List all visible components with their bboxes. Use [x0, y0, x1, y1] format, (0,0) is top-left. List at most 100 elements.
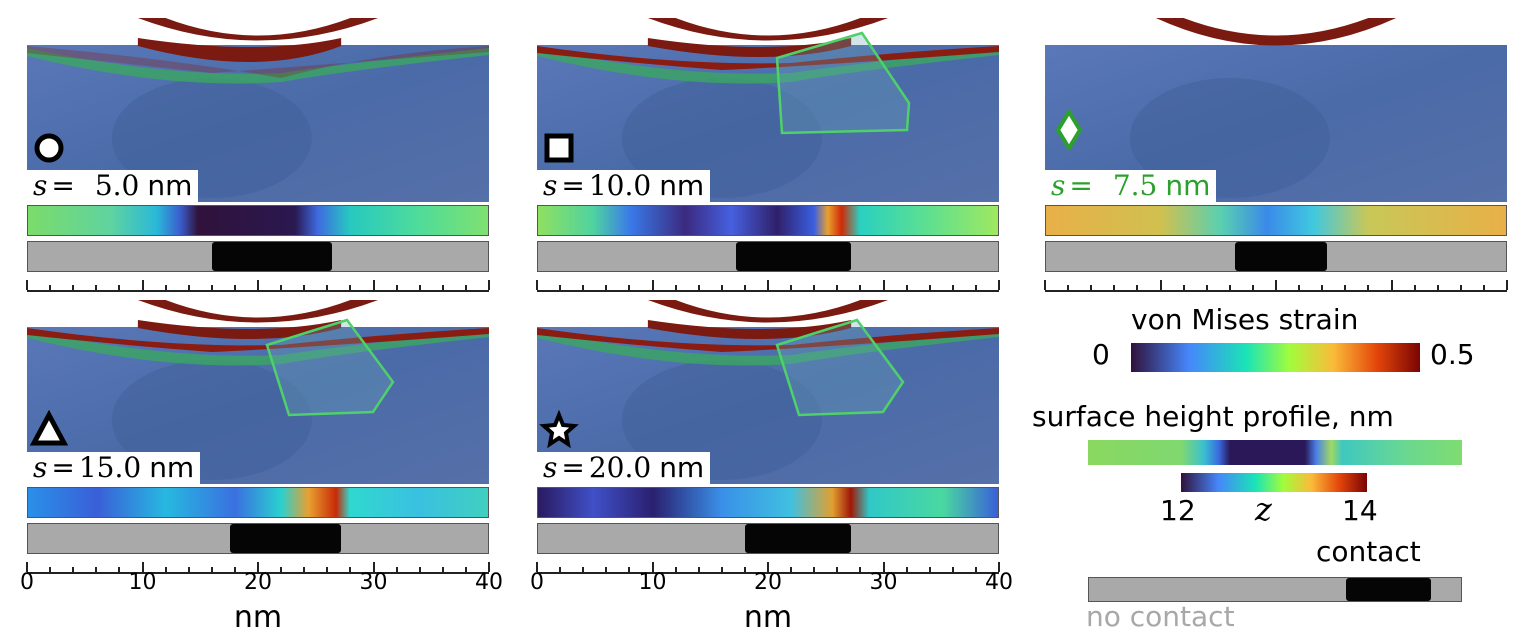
x-tick: [767, 562, 769, 572]
x-tick: [813, 285, 816, 290]
x-tick-label: 30: [869, 570, 898, 595]
indenter-tip: [647, 300, 889, 323]
step-variable: s: [33, 169, 48, 202]
contact-region: [735, 242, 851, 271]
x-tick-label: 10: [128, 570, 157, 595]
x-tick: [1321, 285, 1324, 290]
x-tick: [697, 567, 700, 572]
x-tick: [1228, 285, 1231, 290]
strain-shadow: [621, 78, 822, 198]
x-tick: [326, 567, 329, 572]
step-equals: =: [1069, 169, 1093, 202]
x-tick: [605, 285, 608, 290]
x-tick: [233, 285, 236, 290]
strain-profile-bar: [1045, 205, 1507, 236]
strain-colorbar-max: 0.5: [1430, 338, 1475, 371]
height-colorbar-variable: z: [1255, 490, 1272, 528]
x-tick: [1159, 280, 1162, 290]
x-tick: [559, 567, 562, 572]
x-tick: [303, 567, 306, 572]
x-tick: [72, 285, 75, 290]
step-value: 15.0: [78, 451, 142, 484]
x-tick: [187, 285, 190, 290]
x-tick: [1090, 285, 1093, 290]
x-tick: [605, 567, 608, 572]
x-tick: [536, 280, 538, 290]
x-tick: [743, 285, 746, 290]
x-tick: [1367, 285, 1370, 290]
step-value: 20.0: [588, 451, 652, 484]
x-tick: [488, 280, 490, 290]
x-tick: [651, 562, 654, 572]
x-tick: [951, 567, 954, 572]
x-tick: [720, 285, 723, 290]
x-tick: [418, 285, 421, 290]
x-tick-label: 40: [985, 570, 1013, 595]
x-tick-label: 10: [638, 570, 667, 595]
x-tick: [582, 567, 585, 572]
x-tick: [998, 280, 1000, 290]
wear-debris: [27, 46, 489, 78]
panel: s = 10.0 nm: [536, 18, 1000, 298]
x-tick-label: 30: [359, 570, 388, 595]
step-value: 7.5: [1112, 169, 1158, 202]
x-tick: [674, 285, 677, 290]
strain-colorbar-min: 0: [1092, 338, 1110, 371]
strained-surface: [27, 48, 489, 84]
strain-shadow: [111, 78, 312, 198]
x-axis-label: nm: [743, 600, 793, 635]
step-value: 5.0: [94, 169, 140, 202]
x-axis: [26, 562, 490, 574]
strain-shadow: [111, 360, 312, 480]
x-tick: [1390, 280, 1393, 290]
step-unit: nm: [147, 169, 193, 202]
x-tick: [628, 567, 631, 572]
square-marker-icon: [544, 133, 574, 163]
step-variable: s: [543, 451, 558, 484]
height-colorbar-min: 12: [1160, 494, 1196, 527]
x-tick: [1413, 285, 1416, 290]
wear-debris: [537, 46, 999, 70]
step-label: s = 10.0 nm: [537, 169, 711, 202]
strain-profile-bar: [537, 205, 999, 236]
panel: s = 15.0 nm 0 10 20 30 40 nm: [20, 300, 503, 635]
height-unit-text: , nm: [1330, 400, 1394, 433]
step-label: s = 20.0 nm: [537, 451, 711, 484]
x-tick: [326, 285, 329, 290]
x-tick: [233, 567, 236, 572]
x-tick: [464, 285, 467, 290]
x-tick: [257, 280, 259, 290]
circle-marker-icon: [34, 133, 64, 163]
x-tick: [187, 567, 190, 572]
step-equals: =: [561, 169, 585, 202]
x-tick: [303, 285, 306, 290]
contact-region: [1234, 242, 1327, 271]
x-tick: [697, 285, 700, 290]
x-tick: [488, 562, 490, 572]
x-tick: [951, 285, 954, 290]
x-tick: [1459, 285, 1462, 290]
x-tick: [836, 285, 839, 290]
x-tick: [1482, 285, 1485, 290]
x-tick-label: 0: [20, 570, 34, 595]
x-tick: [790, 567, 793, 572]
x-tick: [95, 285, 98, 290]
no-contact-legend-label: no contact: [1086, 600, 1235, 633]
x-tick: [95, 567, 98, 572]
x-tick: [464, 567, 467, 572]
contact-legend-bar: [1088, 577, 1462, 602]
x-tick: [974, 567, 977, 572]
x-tick: [674, 567, 677, 572]
wear-debris: [537, 328, 999, 352]
step-label: s = 7.5 nm: [1045, 169, 1217, 202]
x-tick: [372, 280, 375, 290]
contact-map-bar: [27, 241, 489, 272]
x-tick: [26, 280, 28, 290]
step-unit: nm: [1165, 169, 1211, 202]
x-tick: [743, 567, 746, 572]
x-tick: [49, 567, 52, 572]
x-tick: [349, 567, 352, 572]
indenter-contact: [137, 320, 342, 339]
slip-region-outline: [265, 318, 395, 417]
